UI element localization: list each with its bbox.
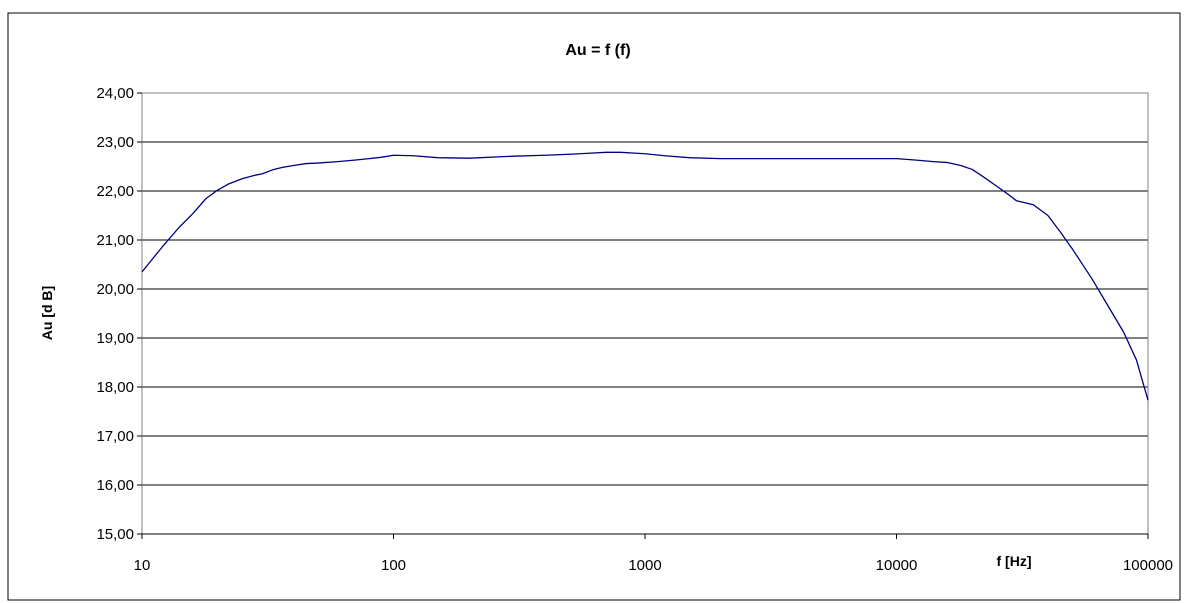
- x-axis-ticks: 10 100 1000 10000 100000: [134, 533, 1173, 574]
- data-point: [995, 185, 997, 187]
- data-point: [981, 175, 983, 177]
- series-group: [141, 151, 1149, 401]
- y-tick-label: 16,00: [96, 477, 134, 494]
- data-point: [960, 164, 962, 166]
- data-point: [205, 197, 207, 199]
- data-point: [437, 156, 439, 158]
- y-tick-label: 23,00: [96, 134, 134, 151]
- data-point: [588, 152, 590, 154]
- data-point: [368, 157, 370, 159]
- data-point: [1015, 200, 1017, 202]
- data-point: [688, 156, 690, 158]
- x-tick-label: 10: [134, 557, 151, 574]
- y-tick-label: 15,00: [96, 526, 134, 543]
- data-point: [1008, 194, 1010, 196]
- y-tick-label: 18,00: [96, 379, 134, 396]
- data-point: [947, 161, 949, 163]
- data-point: [1122, 331, 1124, 333]
- series-line: [141, 151, 1149, 401]
- data-point: [932, 160, 934, 162]
- data-point: [1135, 359, 1137, 361]
- data-point: [915, 159, 917, 161]
- data-point: [292, 164, 294, 166]
- data-point: [227, 183, 229, 185]
- data-point: [161, 246, 163, 248]
- y-tick-label: 22,00: [96, 183, 134, 200]
- data-point: [241, 178, 243, 180]
- data-point: [512, 155, 514, 157]
- y-axis-label: Au [d B]: [39, 286, 55, 340]
- data-point: [1047, 214, 1049, 216]
- data-point: [317, 162, 319, 164]
- y-tick-label: 24,00: [96, 85, 134, 102]
- y-tick-label: 19,00: [96, 330, 134, 347]
- data-point: [568, 153, 570, 155]
- x-tick-label: 1000: [628, 557, 661, 574]
- data-point: [664, 155, 666, 157]
- data-point: [141, 271, 143, 273]
- data-point: [820, 157, 822, 159]
- data-point: [178, 227, 180, 229]
- chart-title: Au = f (f): [565, 42, 630, 59]
- chart-area-border: [7, 12, 1181, 601]
- x-axis-label: f [Hz]: [997, 553, 1032, 569]
- data-point: [381, 156, 383, 158]
- data-point: [644, 153, 646, 155]
- data-point: [1060, 231, 1062, 233]
- data-point: [271, 169, 273, 171]
- y-axis-ticks: 15,00 16,00 17,00 18,00 19,00 20,00 21,00 22,00…: [96, 85, 142, 543]
- data-point: [281, 166, 283, 168]
- data-point: [353, 159, 355, 161]
- x-tick-label: 100000: [1123, 557, 1173, 574]
- data-point: [1147, 399, 1149, 401]
- data-point: [1108, 306, 1110, 308]
- y-tick-label: 21,00: [96, 232, 134, 249]
- y-tick-label: 20,00: [96, 281, 134, 298]
- data-point: [971, 168, 973, 170]
- data-point: [305, 162, 307, 164]
- data-point: [544, 154, 546, 156]
- data-point: [764, 157, 766, 159]
- data-point: [253, 174, 255, 176]
- data-point: [1032, 204, 1034, 206]
- data-point: [261, 173, 263, 175]
- data-point: [619, 151, 621, 153]
- data-point: [392, 154, 394, 156]
- data-point: [337, 160, 339, 162]
- data-point: [856, 157, 858, 159]
- x-tick-label: 100: [381, 557, 406, 574]
- data-point: [192, 212, 194, 214]
- x-tick-label: 10000: [876, 557, 918, 574]
- data-point: [412, 155, 414, 157]
- data-point: [468, 157, 470, 159]
- data-point: [1091, 278, 1093, 280]
- data-point: [217, 189, 219, 191]
- data-point: [895, 157, 897, 159]
- data-point: [720, 157, 722, 159]
- y-tick-label: 17,00: [96, 428, 134, 445]
- data-point: [1071, 248, 1073, 250]
- data-point: [605, 151, 607, 153]
